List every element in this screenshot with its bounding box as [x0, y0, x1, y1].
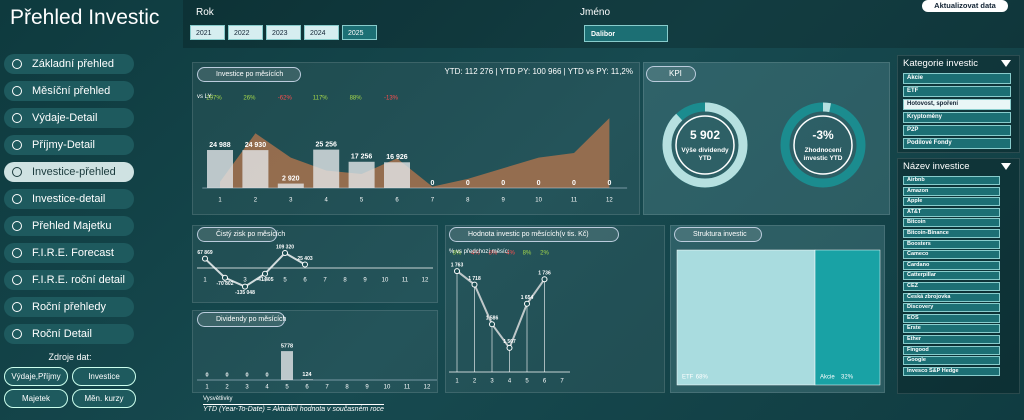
- slicer-item[interactable]: Ether: [903, 335, 1000, 344]
- nav-button[interactable]: Základní přehled: [4, 54, 134, 74]
- slicer-item[interactable]: Akcie: [903, 73, 1011, 84]
- nav-button[interactable]: Přehled Majetku: [4, 216, 134, 236]
- year-button[interactable]: 2021: [190, 25, 225, 40]
- nav-icon: [12, 167, 22, 177]
- nav-icon: [12, 221, 22, 231]
- slicer-item[interactable]: ETF: [903, 86, 1011, 97]
- filter-icon: [1001, 163, 1011, 170]
- page-title: Přehled Investic: [10, 6, 160, 29]
- slicer-item[interactable]: Invesco S&P Hedge: [903, 366, 1000, 376]
- card-title: KPI: [646, 66, 696, 82]
- nav-icon: [12, 329, 22, 339]
- slicer-item[interactable]: P2P: [903, 125, 1011, 136]
- slicer-item[interactable]: AT&T: [903, 207, 1000, 217]
- year-button[interactable]: 2022: [228, 25, 263, 40]
- slicer-item[interactable]: Bitcoin-Binance: [903, 229, 1000, 238]
- slicer-title: Název investice: [903, 161, 970, 172]
- panel: [192, 62, 640, 215]
- source-button[interactable]: Investice: [72, 367, 136, 386]
- slicer-item[interactable]: Cardano: [903, 260, 1000, 270]
- footer-text: YTD (Year-To-Date) = Aktuální hodnota v …: [203, 404, 384, 413]
- slicer-item[interactable]: Discovery: [903, 303, 1000, 313]
- footer-title: Vysvětlivky: [203, 396, 233, 402]
- nav-button[interactable]: F.I.R.E. Forecast: [4, 243, 134, 263]
- slicer-item[interactable]: Kryptoměny: [903, 112, 1011, 123]
- slicer-item[interactable]: Apple: [903, 197, 1000, 207]
- nav-button[interactable]: Investice-přehled: [4, 162, 134, 182]
- slicer-item[interactable]: EOS: [903, 313, 1000, 323]
- slicer-item[interactable]: Česká zbrojovka: [903, 292, 1000, 302]
- panel: [670, 225, 885, 393]
- comparison-label: % vs předchozí měsíc:: [449, 249, 510, 255]
- source-button[interactable]: Výdaje,Příjmy: [4, 367, 68, 386]
- nav-button[interactable]: Měsíční přehled: [4, 81, 134, 101]
- slicer-item[interactable]: Catterpillar: [903, 271, 1000, 281]
- kpi-label: Zhodnocení investic YTD: [803, 147, 843, 162]
- chart-title: Struktura investic: [674, 227, 762, 242]
- chart-title: Hodnota investic po měsících(v tis. Kč): [449, 227, 619, 242]
- nav-icon: [12, 113, 22, 123]
- nav-icon: [12, 248, 22, 258]
- year-button[interactable]: 2025: [342, 25, 377, 40]
- nav-icon: [12, 140, 22, 150]
- refresh-button[interactable]: Aktualizovat data: [922, 0, 1008, 12]
- slicer-item[interactable]: Bitcoin: [903, 218, 1000, 228]
- slicer-item[interactable]: Fingood: [903, 345, 1000, 355]
- chart-subtitle: YTD: 112 276 | YTD PY: 100 966 | YTD vs …: [444, 67, 633, 76]
- slicer-title: Kategorie investic: [903, 58, 978, 69]
- slicer-item[interactable]: Airbnb: [903, 176, 1000, 185]
- source-button[interactable]: Měn. kurzy: [72, 389, 136, 408]
- kpi-label: Výše dividendy YTD: [681, 147, 729, 162]
- name-filter[interactable]: Dalibor: [584, 25, 668, 42]
- nav-button[interactable]: F.I.R.E. roční detail: [4, 270, 134, 290]
- nav-icon: [12, 275, 22, 285]
- slicer-item[interactable]: Hotovost, spoření: [903, 99, 1011, 110]
- slicer-item[interactable]: CEZ: [903, 282, 1000, 291]
- comparison-label: vs LY:: [197, 94, 213, 100]
- slicer-item[interactable]: Amazon: [903, 186, 1000, 196]
- slicer-item[interactable]: Google: [903, 356, 1000, 366]
- source-button[interactable]: Majetek: [4, 389, 68, 408]
- nav-button[interactable]: Příjmy-Detail: [4, 135, 134, 155]
- chart-title: Investice po měsících: [197, 67, 301, 82]
- nav-icon: [12, 302, 22, 312]
- year-button[interactable]: 2023: [266, 25, 301, 40]
- kpi-value: -3%: [812, 128, 834, 142]
- nav-button[interactable]: Výdaje-Detail: [4, 108, 134, 128]
- nav-icon: [12, 194, 22, 204]
- slicer-item[interactable]: Boosters: [903, 239, 1000, 249]
- nav-button[interactable]: Investice-detail: [4, 189, 134, 209]
- filter-icon: [1001, 60, 1011, 67]
- sources-title: Zdroje dat:: [48, 352, 92, 362]
- slicer-item[interactable]: Erste: [903, 324, 1000, 334]
- year-button[interactable]: 2024: [304, 25, 339, 40]
- label: Jméno: [580, 7, 611, 18]
- panel: [192, 310, 438, 393]
- kpi-value: 5 902: [689, 128, 721, 142]
- slicer-item[interactable]: Podílové Fondy: [903, 138, 1011, 149]
- nav-button[interactable]: Roční Detail: [4, 324, 134, 344]
- nav-icon: [12, 86, 22, 96]
- label: Rok: [196, 7, 214, 18]
- chart-title: Dividendy po měsících: [197, 312, 286, 327]
- chart-title: Čistý zisk po měsících: [197, 227, 285, 242]
- nav-button[interactable]: Roční přehledy: [4, 297, 134, 317]
- slicer-item[interactable]: Cameco: [903, 250, 1000, 260]
- nav-icon: [12, 59, 22, 69]
